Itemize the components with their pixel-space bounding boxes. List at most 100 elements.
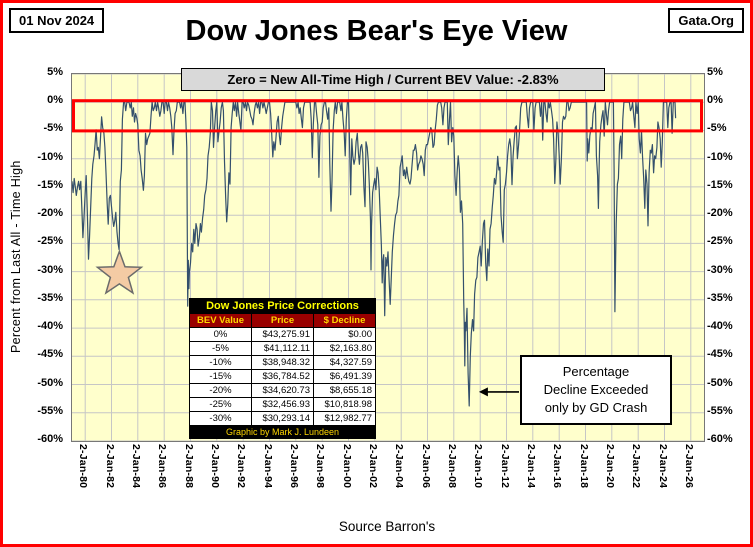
table-cell: $38,948.32 — [251, 355, 314, 370]
y-tick-label: -35% — [707, 292, 733, 304]
x-axis-title: Source Barron's — [338, 519, 436, 534]
x-tick-label: 2-Jan-92 — [235, 444, 247, 489]
table-row: -20% $34,620.73 $8,655.18 — [189, 383, 376, 398]
callout-line: only by GD Crash — [544, 400, 648, 416]
table-cell: $4,327.59 — [313, 355, 376, 370]
subtitle-banner: Zero = New All-Time High / Current BEV V… — [181, 68, 605, 91]
y-tick-label: -40% — [37, 320, 63, 332]
callout-line: Decline Exceeded — [543, 381, 649, 397]
y-tick-label: -55% — [37, 405, 63, 417]
x-tick-label: 2-Jan-14 — [525, 444, 537, 489]
table-cell: -30% — [189, 411, 252, 426]
y-tick-label: 0% — [707, 94, 723, 106]
x-tick-label: 2-Jan-24 — [657, 444, 669, 489]
y-tick-label: -50% — [37, 377, 63, 389]
table-cell: 0% — [189, 327, 252, 342]
x-tick-label: 2-Jan-02 — [367, 444, 379, 489]
y-tick-label: 5% — [47, 66, 63, 78]
table-column-header: BEV Value — [189, 313, 252, 328]
table-title: Dow Jones Price Corrections — [189, 298, 376, 314]
table-row: 0% $43,275.91 $0.00 — [189, 327, 376, 342]
table-row: -15% $36,784.52 $6,491.39 — [189, 369, 376, 384]
callout-box: Percentage Decline Exceeded only by GD Cra… — [520, 355, 672, 425]
x-tick-label: 2-Jan-06 — [420, 444, 432, 489]
y-tick-label: -10% — [37, 151, 63, 163]
corrections-table: Dow Jones Price Corrections BEV Value Pri… — [189, 298, 376, 439]
table-cell: -5% — [189, 341, 252, 356]
highlight-band — [72, 99, 703, 133]
x-tick-label: 2-Jan-86 — [156, 444, 168, 489]
x-tick-label: 2-Jan-98 — [314, 444, 326, 489]
table-column-header: Price — [251, 313, 314, 328]
y-tick-label: -45% — [37, 348, 63, 360]
x-tick-label: 2-Jan-18 — [578, 444, 590, 489]
x-tick-label: 2-Jan-94 — [262, 444, 274, 489]
table-cell: $36,784.52 — [251, 369, 314, 384]
y-tick-label: -45% — [707, 348, 733, 360]
y-tick-label: -60% — [707, 433, 733, 445]
y-tick-label: -60% — [37, 433, 63, 445]
x-tick-label: 2-Jan-10 — [472, 444, 484, 489]
table-row: -30% $30,293.14 $12,982.77 — [189, 411, 376, 426]
x-tick-label: 2-Jan-16 — [551, 444, 563, 489]
x-tick-label: 2-Jan-88 — [183, 444, 195, 489]
table-row: -10% $38,948.32 $4,327.59 — [189, 355, 376, 370]
table-cell: $34,620.73 — [251, 383, 314, 398]
x-tick-label: 2-Jan-82 — [104, 444, 116, 489]
y-tick-label: -20% — [37, 207, 63, 219]
y-axis-labels-right: 5% 0% -5% -10% -15% -20% -25% -30% -35% -40% -45% -… — [707, 3, 750, 544]
x-tick-label: 2-Jan-00 — [341, 444, 353, 489]
y-tick-label: 0% — [47, 94, 63, 106]
x-tick-label: 2-Jan-22 — [630, 444, 642, 489]
table-cell: $43,275.91 — [251, 327, 314, 342]
callout-arrow-head-icon — [478, 387, 488, 397]
table-column-header: $ Decline — [313, 313, 376, 328]
y-tick-label: -25% — [707, 235, 733, 247]
table-cell: $8,655.18 — [313, 383, 376, 398]
table-cell: -10% — [189, 355, 252, 370]
y-tick-label: -15% — [707, 179, 733, 191]
table-cell: -15% — [189, 369, 252, 384]
y-tick-label: -5% — [43, 122, 63, 134]
table-cell: $30,293.14 — [251, 411, 314, 426]
table-cell: $12,982.77 — [313, 411, 376, 426]
x-tick-label: 2-Jan-96 — [288, 444, 300, 489]
x-tick-label: 2-Jan-90 — [209, 444, 221, 489]
table-row: -25% $32,456.93 $10,818.98 — [189, 397, 376, 412]
x-tick-label: 2-Jan-26 — [683, 444, 695, 489]
y-tick-label: -15% — [37, 179, 63, 191]
x-tick-label: 2-Jan-04 — [393, 444, 405, 489]
y-tick-label: -40% — [707, 320, 733, 332]
y-tick-label: -30% — [37, 264, 63, 276]
table-cell: -20% — [189, 383, 252, 398]
table-cell: $6,491.39 — [313, 369, 376, 384]
x-axis-labels: 2-Jan-80 2-Jan-82 2-Jan-84 2-Jan-86 2-Jan-88… — [3, 444, 750, 516]
y-tick-label: -30% — [707, 264, 733, 276]
callout-line: Percentage — [562, 363, 630, 379]
y-tick-label: -20% — [707, 207, 733, 219]
table-cell: $32,456.93 — [251, 397, 314, 412]
date-box: 01 Nov 2024 — [9, 8, 105, 33]
table-cell: $41,112.11 — [251, 341, 314, 356]
bev-plot — [72, 74, 704, 441]
site-box: Gata.Org — [668, 8, 744, 33]
y-tick-label: 5% — [707, 66, 723, 78]
star-icon — [95, 249, 144, 295]
table-cell: $0.00 — [313, 327, 376, 342]
y-tick-label: -35% — [37, 292, 63, 304]
y-axis-labels-left: 5% 0% -5% -10% -15% -20% -25% -30% -35% -40% -45% -… — [3, 3, 65, 544]
y-tick-label: -10% — [707, 151, 733, 163]
x-tick-label: 2-Jan-20 — [604, 444, 616, 489]
table-footer: Graphic by Mark J. Lundeen — [189, 425, 376, 439]
y-tick-label: -50% — [707, 377, 733, 389]
page-title: Dow Jones Bear's Eye View — [185, 15, 568, 47]
x-tick-label: 2-Jan-84 — [130, 444, 142, 489]
table-row: -5% $41,112.11 $2,163.80 — [189, 341, 376, 356]
x-tick-label: 2-Jan-80 — [77, 444, 89, 489]
y-tick-label: -55% — [707, 405, 733, 417]
y-tick-label: -5% — [707, 122, 727, 134]
table-cell: $10,818.98 — [313, 397, 376, 412]
table-cell: -25% — [189, 397, 252, 412]
x-tick-label: 2-Jan-08 — [446, 444, 458, 489]
